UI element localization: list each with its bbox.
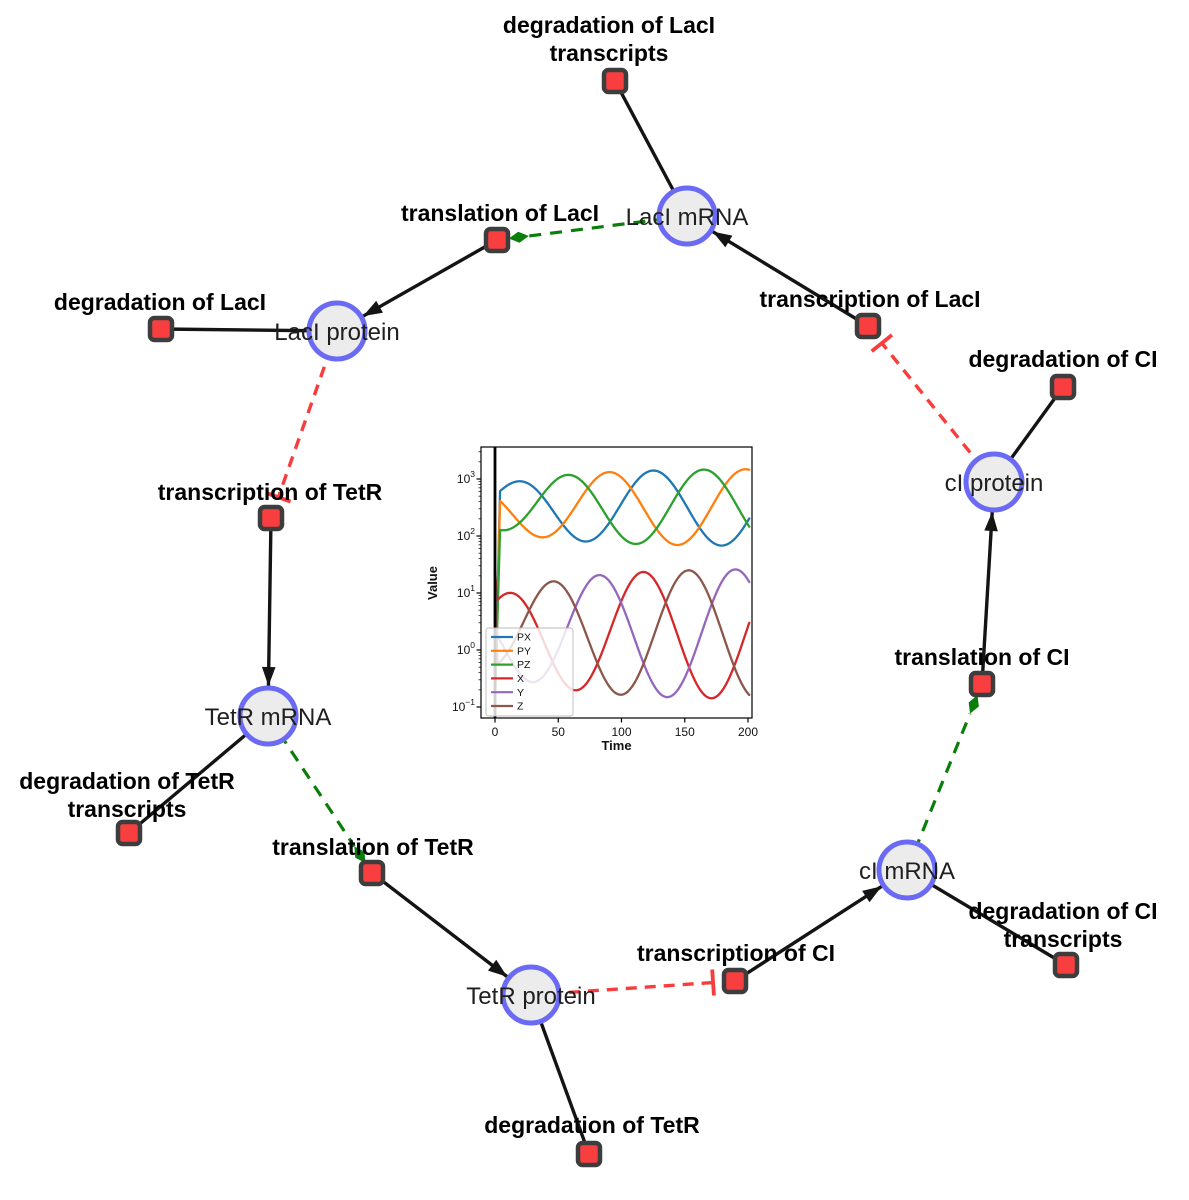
legend-label-PY: PY xyxy=(517,645,531,657)
x-axis-title: Time xyxy=(601,738,631,753)
species-label: cI protein xyxy=(945,470,1044,497)
reaction-label: degradation of LacI xyxy=(54,289,266,315)
legend-label-X: X xyxy=(517,673,524,685)
arrowhead-icon xyxy=(712,231,733,248)
species-node-TetR_mRNA[interactable] xyxy=(237,685,299,747)
species-label: LacI protein xyxy=(274,319,399,346)
reaction-node-deg_TetR[interactable] xyxy=(575,1140,603,1168)
catalysis-diamond-icon xyxy=(968,695,979,714)
x-tick-label: 100 xyxy=(611,725,631,739)
reaction-label: degradation of LacI xyxy=(503,12,715,38)
legend-label-Y: Y xyxy=(517,687,524,699)
catalysis-diamond-icon xyxy=(508,231,529,243)
species-label: TetR mRNA xyxy=(205,704,332,731)
inhibition-bar-icon xyxy=(870,333,894,353)
reaction-node-deg_CI[interactable] xyxy=(1049,373,1077,401)
arrowhead-icon xyxy=(261,666,276,687)
reaction-node-deg_LacI[interactable] xyxy=(147,315,175,343)
y-tick-label: 101 xyxy=(457,583,475,600)
edge-inhibition-TetR_protein-txn_CI xyxy=(530,980,714,997)
arrowhead-icon xyxy=(984,511,998,532)
arrowhead-icon xyxy=(862,886,882,903)
series-curve-PX xyxy=(493,469,751,703)
species-label: TetR protein xyxy=(466,983,595,1010)
x-tick-label: 0 xyxy=(492,725,499,739)
edge-production-transl_CI-cI_protein xyxy=(980,511,994,685)
reaction-node-deg_TetR_tx[interactable] xyxy=(115,819,143,847)
species-label: LacI mRNA xyxy=(626,204,749,231)
axes-frame xyxy=(480,446,753,719)
series-curve-PY xyxy=(493,468,751,703)
species-node-cI_mRNA[interactable] xyxy=(876,839,938,901)
reaction-label: translation of TetR xyxy=(272,834,474,860)
legend-label-PX: PX xyxy=(517,632,531,644)
legend-label-Z: Z xyxy=(517,701,524,713)
edge-production-txn_LacI-LacI_mRNA xyxy=(711,230,869,328)
reaction-label: transcription of LacI xyxy=(759,286,980,312)
reaction-label: degradation of CI xyxy=(968,346,1157,372)
reaction-label: degradation of TetR xyxy=(19,768,235,794)
x-tick-label: 150 xyxy=(675,725,695,739)
y-tick-label: 10−1 xyxy=(452,697,475,714)
catalysis-diamond-icon xyxy=(354,846,366,863)
series-curve-Z xyxy=(493,569,751,697)
species-node-TetR_protein[interactable] xyxy=(500,964,562,1026)
labels-layer: degradation of LacItranscriptstranslatio… xyxy=(19,12,1157,1138)
reaction-label: transcription of CI xyxy=(637,940,835,966)
y-tick-label: 103 xyxy=(457,469,475,486)
series-curve-PZ xyxy=(493,468,751,703)
edge-production-txn_CI-cI_mRNA xyxy=(734,884,883,983)
species-node-cI_protein[interactable] xyxy=(963,451,1025,513)
reaction-node-deg_LacI_tx[interactable] xyxy=(601,67,629,95)
arrowhead-icon xyxy=(363,300,383,317)
y-axis-title: Value xyxy=(425,566,440,600)
chart-background xyxy=(425,437,770,759)
edge-consumption-cI_mRNA-deg_CI_tx xyxy=(906,868,1067,967)
nodes-layer xyxy=(115,67,1080,1168)
reaction-node-transl_TetR[interactable] xyxy=(358,859,386,887)
edge-production-txn_TetR-TetR_mRNA xyxy=(266,517,273,687)
reaction-label: translation of CI xyxy=(894,644,1069,670)
reaction-label: transcripts xyxy=(1004,926,1123,952)
reaction-node-txn_TetR[interactable] xyxy=(257,504,285,532)
inhibition-bar-icon xyxy=(265,491,292,504)
series-curve-X xyxy=(493,569,751,700)
species-node-LacI_mRNA[interactable] xyxy=(656,185,718,247)
x-tick-label: 200 xyxy=(738,725,758,739)
y-tick-label: 100 xyxy=(457,640,475,657)
timeseries-inset-chart: 0 50 100 150 20010310210110010−1TimeValuePXP… xyxy=(425,437,770,759)
inhibition-bar-icon xyxy=(710,969,716,996)
y-tick-label: 102 xyxy=(457,526,475,543)
edge-production-transl_LacI-LacI_protein xyxy=(362,238,498,318)
arrowhead-icon xyxy=(487,959,508,977)
reaction-label: transcripts xyxy=(550,40,669,66)
reaction-node-txn_CI[interactable] xyxy=(721,967,749,995)
reaction-label: degradation of CI xyxy=(968,898,1157,924)
reaction-node-deg_CI_tx[interactable] xyxy=(1052,951,1080,979)
reaction-node-txn_LacI[interactable] xyxy=(854,312,882,340)
reaction-node-transl_LacI[interactable] xyxy=(483,226,511,254)
reaction-label: transcription of TetR xyxy=(158,479,383,505)
reaction-label: translation of LacI xyxy=(401,200,599,226)
legend-label-PZ: PZ xyxy=(517,659,531,671)
species-node-LacI_protein[interactable] xyxy=(306,300,368,362)
species-label: cI mRNA xyxy=(859,858,955,885)
reaction-node-transl_CI[interactable] xyxy=(968,670,996,698)
reaction-label: degradation of TetR xyxy=(484,1112,700,1138)
x-tick-label: 50 xyxy=(552,725,566,739)
reaction-label: transcripts xyxy=(68,796,187,822)
edge-production-transl_TetR-TetR_protein xyxy=(370,871,509,979)
